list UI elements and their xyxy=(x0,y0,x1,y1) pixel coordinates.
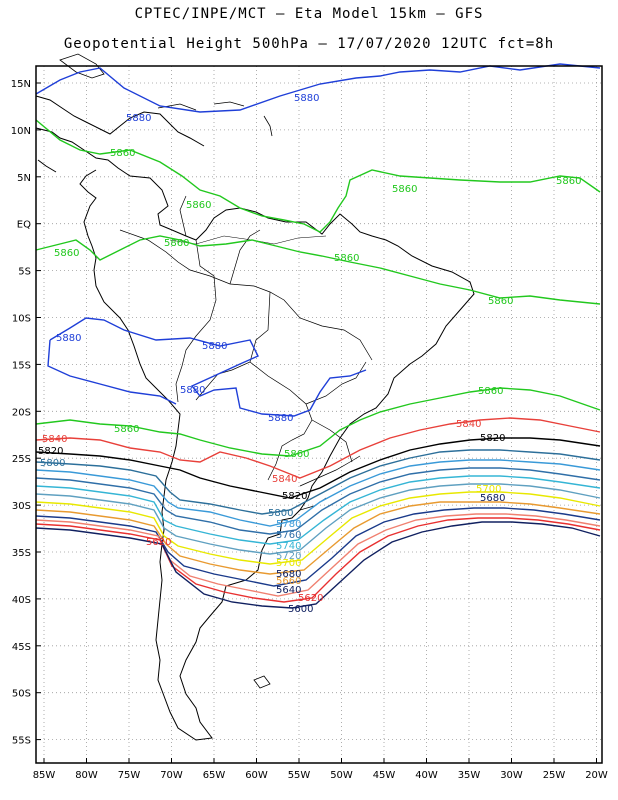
label-5860-d: 5860 xyxy=(186,200,211,211)
label-5660: 5660 xyxy=(276,576,301,587)
lon-label: 55W xyxy=(288,770,311,781)
contour-5620 xyxy=(35,517,601,603)
label-5860-h: 5860 xyxy=(488,296,513,307)
label-5880-c: 5880 xyxy=(56,333,81,344)
lon-label: 45W xyxy=(373,770,396,781)
lat-label: 10S xyxy=(12,314,31,325)
contour-5640 xyxy=(35,513,601,597)
contour-5740 xyxy=(35,475,601,545)
lon-label: 25W xyxy=(543,770,566,781)
contour-5860-a xyxy=(35,119,601,233)
contour-lines xyxy=(35,63,601,609)
lat-label: EQ xyxy=(17,220,31,231)
lat-label: 20S xyxy=(12,407,31,418)
label-5800-b: 5800 xyxy=(268,508,293,519)
lat-label: 15N xyxy=(11,79,31,90)
label-5800-a: 5800 xyxy=(40,458,65,469)
lat-label: 5N xyxy=(17,173,31,184)
contour-5600 xyxy=(35,521,601,609)
label-5880-d: 5880 xyxy=(202,341,227,352)
contour-5820 xyxy=(35,437,601,499)
lat-label: 40S xyxy=(12,595,31,606)
lon-label: 65W xyxy=(203,770,226,781)
label-5860-a: 5860 xyxy=(110,148,135,159)
contour-labels: 5880 5880 5880 5880 5880 5880 5860 5860 … xyxy=(38,93,581,615)
axis-ticks xyxy=(36,82,597,763)
label-5720: 5720 xyxy=(276,551,301,562)
label-5860-i: 5860 xyxy=(478,386,503,397)
lat-label: 25S xyxy=(12,454,31,465)
label-5680-b: 5680 xyxy=(480,493,505,504)
label-5680-a: 5680 xyxy=(276,569,301,580)
label-5880-f: 5880 xyxy=(268,413,293,424)
lon-label: 35W xyxy=(458,770,481,781)
label-5860-g: 5860 xyxy=(334,253,359,264)
contour-5700 xyxy=(35,491,601,565)
label-5620-b: 5620 xyxy=(146,537,171,548)
axis-tick-labels: 15N 10N 5N EQ 5S 10S 15S 20S 25S 30S 35S 40S 45S 50S 5… xyxy=(11,79,608,781)
contour-5760 xyxy=(35,467,601,535)
label-5860-j: 5860 xyxy=(114,424,139,435)
contour-5880-south xyxy=(47,317,367,417)
contour-5880-north xyxy=(35,63,601,113)
contour-5840 xyxy=(35,417,601,479)
map-title-line2: Geopotential Height 500hPa – 17/07/2020 … xyxy=(63,36,555,52)
contour-5800 xyxy=(35,449,601,515)
lon-label: 30W xyxy=(500,770,523,781)
label-5860-k: 5860 xyxy=(284,449,309,460)
map-title-line1: CPTEC/INPE/MCT – Eta Model 15km – GFS xyxy=(134,6,484,22)
lon-label: 85W xyxy=(33,770,56,781)
lat-label: 10N xyxy=(11,126,31,137)
coastline xyxy=(35,53,475,741)
label-5860-b: 5860 xyxy=(392,184,417,195)
label-5740: 5740 xyxy=(276,541,301,552)
label-5600: 5600 xyxy=(288,604,313,615)
contour-5860-b xyxy=(35,235,601,305)
label-5880-b: 5880 xyxy=(126,113,151,124)
label-5880-e: 5880 xyxy=(180,385,205,396)
lat-label: 45S xyxy=(12,642,31,653)
contour-5720 xyxy=(35,483,601,555)
lat-label: 15S xyxy=(12,360,31,371)
label-5840-b: 5840 xyxy=(456,419,481,430)
lon-label: 50W xyxy=(330,770,353,781)
lat-lon-grid xyxy=(36,66,602,763)
lon-label: 20W xyxy=(585,770,608,781)
contour-5680 xyxy=(35,501,601,575)
label-5840-c: 5840 xyxy=(272,474,297,485)
label-5880-a: 5880 xyxy=(294,93,319,104)
label-5820-c: 5820 xyxy=(282,491,307,502)
label-5640: 5640 xyxy=(276,585,301,596)
label-5860-c: 5860 xyxy=(556,176,581,187)
lat-label: 50S xyxy=(12,689,31,700)
lon-label: 80W xyxy=(75,770,98,781)
lat-label: 35S xyxy=(12,548,31,559)
label-5820-b: 5820 xyxy=(480,433,505,444)
contour-5780 xyxy=(35,459,601,527)
label-5760: 5760 xyxy=(276,530,301,541)
lon-label: 75W xyxy=(118,770,141,781)
label-5820-a: 5820 xyxy=(38,446,63,457)
label-5700-a: 5700 xyxy=(276,558,301,569)
lat-label: 5S xyxy=(18,267,31,278)
label-5620-a: 5620 xyxy=(298,593,323,604)
label-5780: 5780 xyxy=(276,519,301,530)
lat-label: 30S xyxy=(12,501,31,512)
lat-label: 55S xyxy=(12,736,31,747)
contour-5860-c xyxy=(35,387,601,457)
label-5860-f: 5860 xyxy=(54,248,79,259)
label-5860-e: 5860 xyxy=(164,238,189,249)
lon-label: 60W xyxy=(245,770,268,781)
contour-5660 xyxy=(35,507,601,587)
label-5840-a: 5840 xyxy=(42,434,67,445)
label-5700-b: 5700 xyxy=(476,484,501,495)
lon-label: 70W xyxy=(160,770,183,781)
map-frame xyxy=(35,65,603,764)
lon-label: 40W xyxy=(415,770,438,781)
